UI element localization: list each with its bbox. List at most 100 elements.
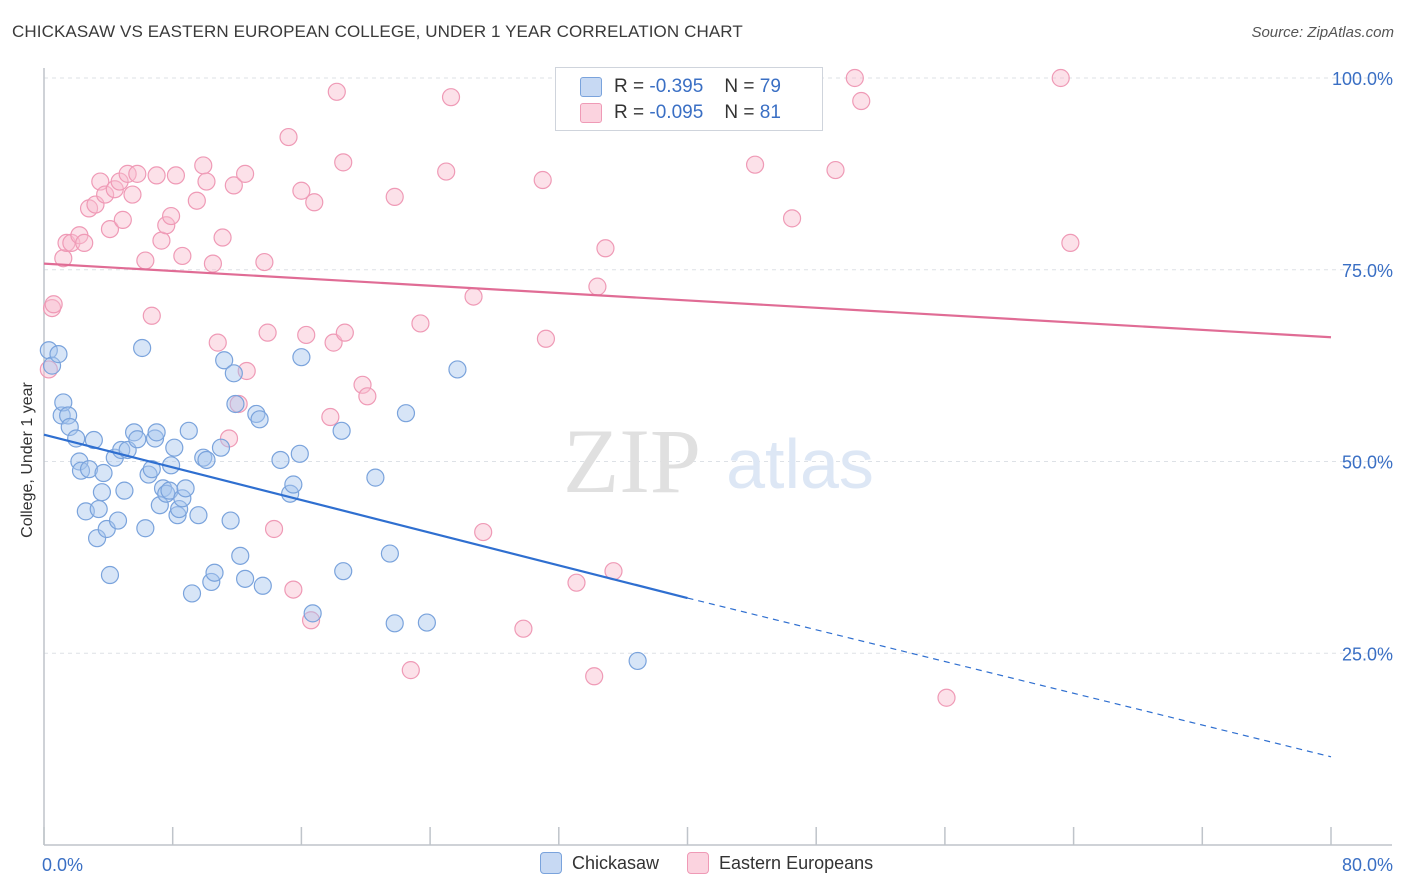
eastern-point	[588, 277, 607, 296]
y-axis-label: College, Under 1 year	[19, 382, 36, 538]
eastern-point	[113, 210, 132, 229]
eastern-point	[441, 88, 461, 107]
legend-item-chickasaw: Chickasaw	[540, 852, 659, 874]
eastern-point	[100, 219, 120, 239]
eastern-point	[937, 688, 956, 707]
chickasaw-point	[224, 364, 243, 383]
eastern-point	[208, 333, 227, 352]
x-tick-label: 0.0%	[42, 855, 83, 875]
eastern-point	[536, 329, 556, 348]
chickasaw-point	[168, 506, 187, 525]
eastern-point	[255, 252, 274, 272]
n-label: N =	[724, 102, 755, 123]
eastern-point	[264, 519, 284, 539]
chickasaw-point	[60, 417, 79, 437]
chickasaw-point	[145, 429, 165, 448]
y-tick-label: 25.0%	[1342, 644, 1393, 664]
chickasaw-point	[194, 448, 213, 467]
legend-row-eastern: R = -0.095 N = 81	[580, 101, 781, 125]
eastern-swatch	[580, 103, 602, 123]
eastern-point	[136, 251, 155, 270]
r-value: -0.095	[649, 102, 704, 123]
chickasaw-point	[290, 444, 309, 463]
eastern-point	[745, 155, 765, 174]
chickasaw-swatch	[540, 852, 562, 874]
eastern-point	[147, 166, 166, 185]
chickasaw-point	[92, 483, 112, 502]
n-value: 79	[759, 76, 781, 97]
n-label: N =	[724, 76, 755, 97]
correlation-legend: R = -0.395 N = 79 R = -0.095 N = 81	[555, 67, 823, 131]
y-tick-label: 50.0%	[1342, 453, 1393, 473]
chickasaw-point	[139, 465, 158, 484]
eastern-point	[437, 162, 456, 181]
series-legend: Chickasaw Eastern Europeans	[540, 852, 901, 874]
eastern-point	[845, 68, 864, 88]
chickasaw-point	[147, 423, 166, 442]
chickasaw-point	[250, 410, 269, 429]
chickasaw-point	[189, 506, 208, 525]
eastern-point	[118, 164, 137, 183]
y-tick-label: 75.0%	[1342, 261, 1393, 281]
zipatlas-watermark: ZIP atlas	[563, 410, 874, 512]
eastern-point	[128, 164, 147, 183]
eastern-point	[334, 153, 353, 172]
chickasaw-point	[235, 569, 255, 588]
eastern-point	[464, 287, 483, 306]
eastern-point	[86, 195, 105, 214]
eastern-point	[235, 164, 255, 183]
chickasaw-point	[211, 438, 231, 457]
chickasaw-point	[42, 356, 62, 375]
chickasaw-point	[108, 511, 128, 530]
chickasaw-point	[334, 562, 353, 581]
eastern-point	[321, 407, 340, 427]
eastern-point	[353, 375, 372, 394]
legend-label: Eastern Europeans	[719, 852, 874, 873]
chickasaw-point	[170, 499, 189, 519]
eastern-point	[258, 323, 277, 342]
eastern-point	[203, 254, 223, 273]
chickasaw-point	[179, 421, 198, 440]
eastern-point	[358, 387, 377, 406]
chart-title: CHICKASAW VS EASTERN EUROPEAN COLLEGE, U…	[12, 22, 743, 41]
eastern-point	[292, 181, 311, 200]
eastern-point	[411, 314, 430, 333]
chickasaw-point	[100, 565, 120, 585]
chickasaw-point	[136, 519, 155, 538]
r-label: R =	[614, 102, 645, 123]
chickasaw-point	[628, 651, 647, 671]
chickasaw-point	[205, 563, 224, 582]
eastern-point	[194, 156, 213, 175]
chickasaw-point	[197, 450, 216, 470]
eastern-point	[54, 249, 73, 268]
eastern-point	[567, 573, 586, 592]
eastern-point	[161, 206, 181, 226]
eastern-point	[224, 176, 243, 195]
data-points	[39, 68, 1080, 707]
chickasaw-point	[142, 460, 161, 479]
eastern-point	[1051, 68, 1070, 88]
chickasaw-point	[292, 348, 311, 367]
y-tick-label: 100.0%	[1332, 69, 1393, 89]
chickasaw-point	[115, 481, 134, 500]
eastern-point	[284, 580, 303, 599]
chickasaw-point	[39, 341, 58, 360]
chickasaw-point	[221, 511, 240, 530]
chickasaw-point	[284, 475, 303, 494]
axes	[43, 68, 1392, 846]
chickasaw-point	[79, 460, 99, 479]
eastern-point	[585, 667, 604, 686]
chickasaw-point	[380, 544, 399, 563]
eastern-point	[305, 193, 324, 212]
eastern-point	[327, 82, 346, 101]
chickasaw-point	[133, 338, 152, 358]
chickasaw-point	[89, 499, 108, 519]
chickasaw-point	[332, 421, 351, 440]
eastern-point	[213, 228, 232, 247]
chickasaw-point	[396, 404, 416, 423]
chickasaw-point	[173, 489, 192, 508]
eastern-point	[301, 611, 321, 630]
trend-lines	[43, 262, 1332, 758]
eastern-point	[123, 185, 142, 204]
